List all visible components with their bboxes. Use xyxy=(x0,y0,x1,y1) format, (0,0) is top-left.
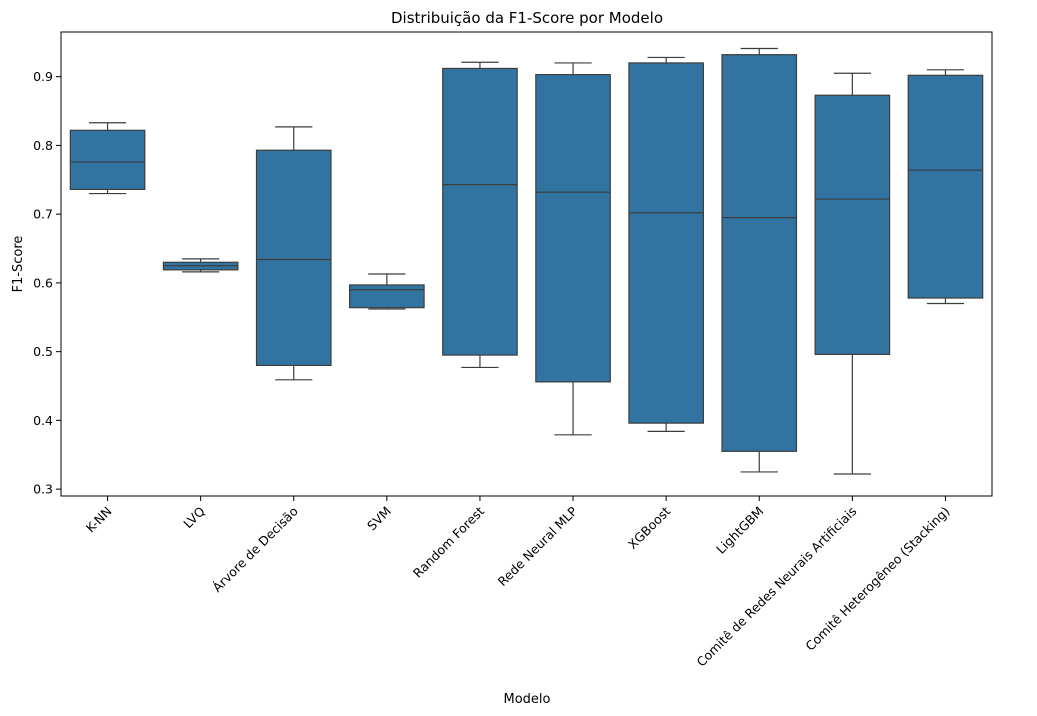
y-tick-label: 0.5 xyxy=(33,344,53,359)
box-rect xyxy=(69,129,146,191)
box-4 xyxy=(442,61,518,369)
box-9 xyxy=(907,69,984,305)
plot-area xyxy=(60,31,993,497)
plot-frame xyxy=(60,31,993,497)
box-rect xyxy=(721,54,798,452)
box-6 xyxy=(628,56,704,432)
y-axis-title: F1-Score xyxy=(11,236,26,293)
y-tick-label: 0.8 xyxy=(33,138,53,153)
box-1 xyxy=(162,258,239,273)
x-tick-label: Comitê de Redes Neurais Artificiais xyxy=(693,504,859,670)
y-tick-label: 0.6 xyxy=(33,275,53,290)
box-rect xyxy=(442,67,518,356)
x-tick-label: Árvore de Decisão xyxy=(209,504,300,595)
x-tick-label: LVQ xyxy=(180,503,208,531)
box-7 xyxy=(721,47,798,473)
x-tick-label: LightGBM xyxy=(713,504,766,557)
box-3 xyxy=(349,273,425,310)
x-tick-label: XGBoost xyxy=(625,503,674,552)
y-tick-label: 0.4 xyxy=(33,413,53,428)
x-tick-label: K-NN xyxy=(83,504,115,536)
x-tick-label: Random Forest xyxy=(410,503,487,580)
x-axis: K-NN LVQ Árvore de Decisão SVM Random Forest… xyxy=(83,496,953,670)
box-0 xyxy=(69,122,146,195)
box-rect xyxy=(628,62,704,424)
y-tick-label: 0.7 xyxy=(33,207,53,222)
box-rect xyxy=(535,74,611,383)
y-axis: 0.3 0.4 0.5 0.6 0.7 0.8 0.9 xyxy=(33,69,61,497)
x-axis-title: Modelo xyxy=(504,692,551,707)
box-5 xyxy=(535,62,611,436)
box-2 xyxy=(255,126,332,381)
box-rect xyxy=(255,149,332,366)
chart-title: Distribuição da F1-Score por Modelo xyxy=(391,9,663,27)
box-rect xyxy=(907,74,984,299)
box-rect xyxy=(349,284,425,309)
x-tick-label: Comitê Heterogêneo (Stacking) xyxy=(802,504,952,654)
box-8 xyxy=(814,72,891,475)
y-tick-label: 0.9 xyxy=(33,69,53,84)
x-tick-label: Rede Neural MLP xyxy=(495,503,581,589)
box-rect xyxy=(814,94,891,355)
x-tick-label: SVM xyxy=(364,504,394,534)
y-tick-label: 0.3 xyxy=(33,482,53,497)
